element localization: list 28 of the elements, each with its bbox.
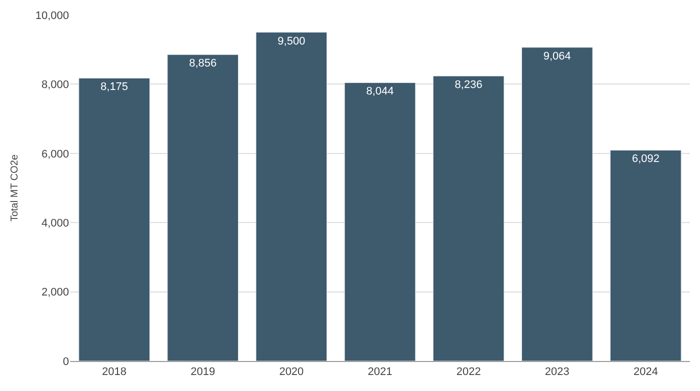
bar [78, 78, 150, 361]
y-axis-title: Total MT CO2e [9, 154, 20, 222]
bar [610, 150, 682, 361]
data-label: 8,856 [189, 58, 217, 70]
y-tick-label: 4,000 [41, 217, 69, 230]
bar [256, 32, 328, 361]
x-tick-label: 2022 [456, 366, 481, 378]
data-label: 8,175 [100, 81, 128, 94]
y-tick-label: 10,000 [35, 10, 69, 22]
y-tick-label: 6,000 [41, 148, 69, 160]
data-label: 9,064 [543, 50, 571, 62]
data-label: 8,044 [366, 86, 394, 98]
bar [167, 54, 239, 361]
data-label: 9,500 [278, 35, 306, 48]
y-tick-label: 0 [62, 356, 69, 368]
bar [432, 76, 504, 361]
x-tick-label: 2018 [102, 366, 127, 378]
data-label: 8,236 [454, 79, 482, 92]
y-tick-label: 8,000 [41, 79, 69, 92]
data-label: 6,092 [632, 153, 660, 166]
x-tick-label: 2019 [190, 366, 216, 378]
x-tick-label: 2021 [368, 366, 392, 378]
x-tick-label: 2023 [544, 366, 570, 378]
x-tick-label: 2020 [279, 366, 304, 378]
y-tick-label: 2,000 [41, 286, 69, 299]
bar [344, 82, 416, 361]
bar [521, 47, 593, 361]
x-tick-label: 2024 [633, 366, 658, 378]
